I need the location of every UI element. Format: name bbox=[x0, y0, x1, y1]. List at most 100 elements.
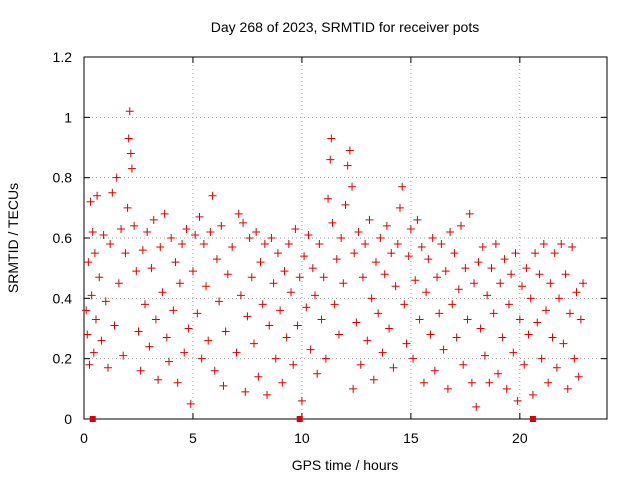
data-point bbox=[293, 321, 302, 330]
data-point bbox=[548, 333, 557, 342]
data-point bbox=[522, 264, 531, 273]
data-point bbox=[426, 330, 435, 339]
data-point bbox=[500, 255, 509, 264]
data-point bbox=[130, 221, 139, 230]
data-point bbox=[528, 390, 537, 399]
data-point bbox=[147, 264, 156, 273]
data-point bbox=[191, 230, 200, 239]
data-point bbox=[126, 149, 135, 158]
data-point bbox=[282, 333, 291, 342]
data-point bbox=[341, 200, 350, 209]
data-point bbox=[555, 294, 564, 303]
data-point bbox=[239, 218, 248, 227]
data-point bbox=[212, 255, 221, 264]
data-point bbox=[428, 234, 437, 242]
data-point bbox=[354, 227, 363, 236]
data-point bbox=[125, 107, 134, 116]
data-point bbox=[330, 300, 339, 309]
data-point bbox=[247, 273, 256, 282]
y-tick-label: 1 bbox=[64, 109, 72, 125]
data-point bbox=[101, 297, 110, 306]
data-point bbox=[483, 291, 492, 300]
data-point bbox=[411, 276, 420, 285]
y-tick-label: 0.2 bbox=[53, 351, 73, 367]
data-point bbox=[97, 336, 106, 345]
data-point bbox=[278, 378, 287, 387]
data-point bbox=[518, 282, 527, 291]
y-tick-label: 1.2 bbox=[53, 49, 73, 65]
data-point bbox=[456, 221, 465, 230]
data-point bbox=[158, 288, 167, 297]
data-point bbox=[349, 384, 358, 393]
x-tick-label: 20 bbox=[512, 430, 528, 446]
data-point bbox=[463, 315, 472, 324]
data-point bbox=[561, 270, 570, 279]
data-point bbox=[221, 327, 230, 336]
data-point bbox=[145, 342, 154, 351]
data-point bbox=[433, 273, 442, 282]
data-point bbox=[249, 339, 258, 348]
data-point bbox=[306, 345, 315, 354]
data-point bbox=[480, 351, 489, 360]
data-point bbox=[424, 255, 433, 264]
data-point bbox=[156, 243, 165, 252]
data-point bbox=[369, 375, 378, 384]
data-point bbox=[127, 164, 136, 173]
data-point bbox=[395, 203, 404, 212]
x-axis-label: GPS time / hours bbox=[292, 457, 399, 473]
data-point bbox=[559, 339, 568, 348]
data-point bbox=[134, 327, 143, 336]
data-point bbox=[491, 240, 500, 249]
data-point bbox=[376, 234, 385, 242]
data-point bbox=[332, 255, 341, 264]
data-point bbox=[167, 234, 176, 242]
data-point bbox=[535, 270, 544, 279]
data-point bbox=[300, 252, 309, 261]
data-point bbox=[91, 315, 100, 324]
data-point bbox=[372, 258, 381, 267]
data-point bbox=[328, 218, 337, 227]
y-tick-label: 0.4 bbox=[53, 290, 73, 306]
data-point bbox=[563, 384, 572, 393]
data-point bbox=[406, 224, 415, 233]
data-point bbox=[295, 273, 304, 282]
data-point bbox=[574, 372, 583, 381]
data-point bbox=[197, 354, 206, 363]
data-point bbox=[413, 215, 422, 224]
data-point bbox=[228, 243, 237, 252]
data-point bbox=[106, 240, 115, 249]
data-point bbox=[570, 354, 579, 363]
data-point bbox=[160, 209, 169, 218]
data-point bbox=[217, 221, 226, 230]
data-point bbox=[511, 249, 520, 258]
axis-ticks bbox=[83, 56, 607, 420]
data-point bbox=[223, 270, 232, 279]
data-point bbox=[478, 243, 487, 252]
data-point bbox=[572, 288, 581, 297]
data-point bbox=[352, 318, 361, 327]
data-point bbox=[422, 288, 431, 297]
data-point bbox=[162, 333, 171, 342]
data-point bbox=[269, 279, 278, 288]
data-point bbox=[507, 270, 516, 279]
data-point bbox=[243, 312, 252, 321]
data-point bbox=[136, 366, 145, 375]
data-point bbox=[149, 215, 158, 224]
data-point bbox=[271, 354, 280, 363]
data-point bbox=[182, 224, 191, 233]
data-point bbox=[504, 300, 513, 309]
data-point bbox=[402, 339, 411, 348]
x-tick-label: 10 bbox=[294, 430, 310, 446]
y-tick-label: 0 bbox=[64, 411, 72, 427]
data-point bbox=[437, 240, 446, 249]
data-point bbox=[171, 258, 180, 267]
data-point bbox=[108, 188, 117, 197]
data-point bbox=[117, 224, 126, 233]
data-point bbox=[541, 306, 550, 315]
data-point bbox=[552, 363, 561, 372]
x-tick-label: 5 bbox=[189, 430, 197, 446]
data-point bbox=[252, 227, 261, 236]
data-point bbox=[284, 240, 293, 249]
data-point bbox=[103, 363, 112, 372]
